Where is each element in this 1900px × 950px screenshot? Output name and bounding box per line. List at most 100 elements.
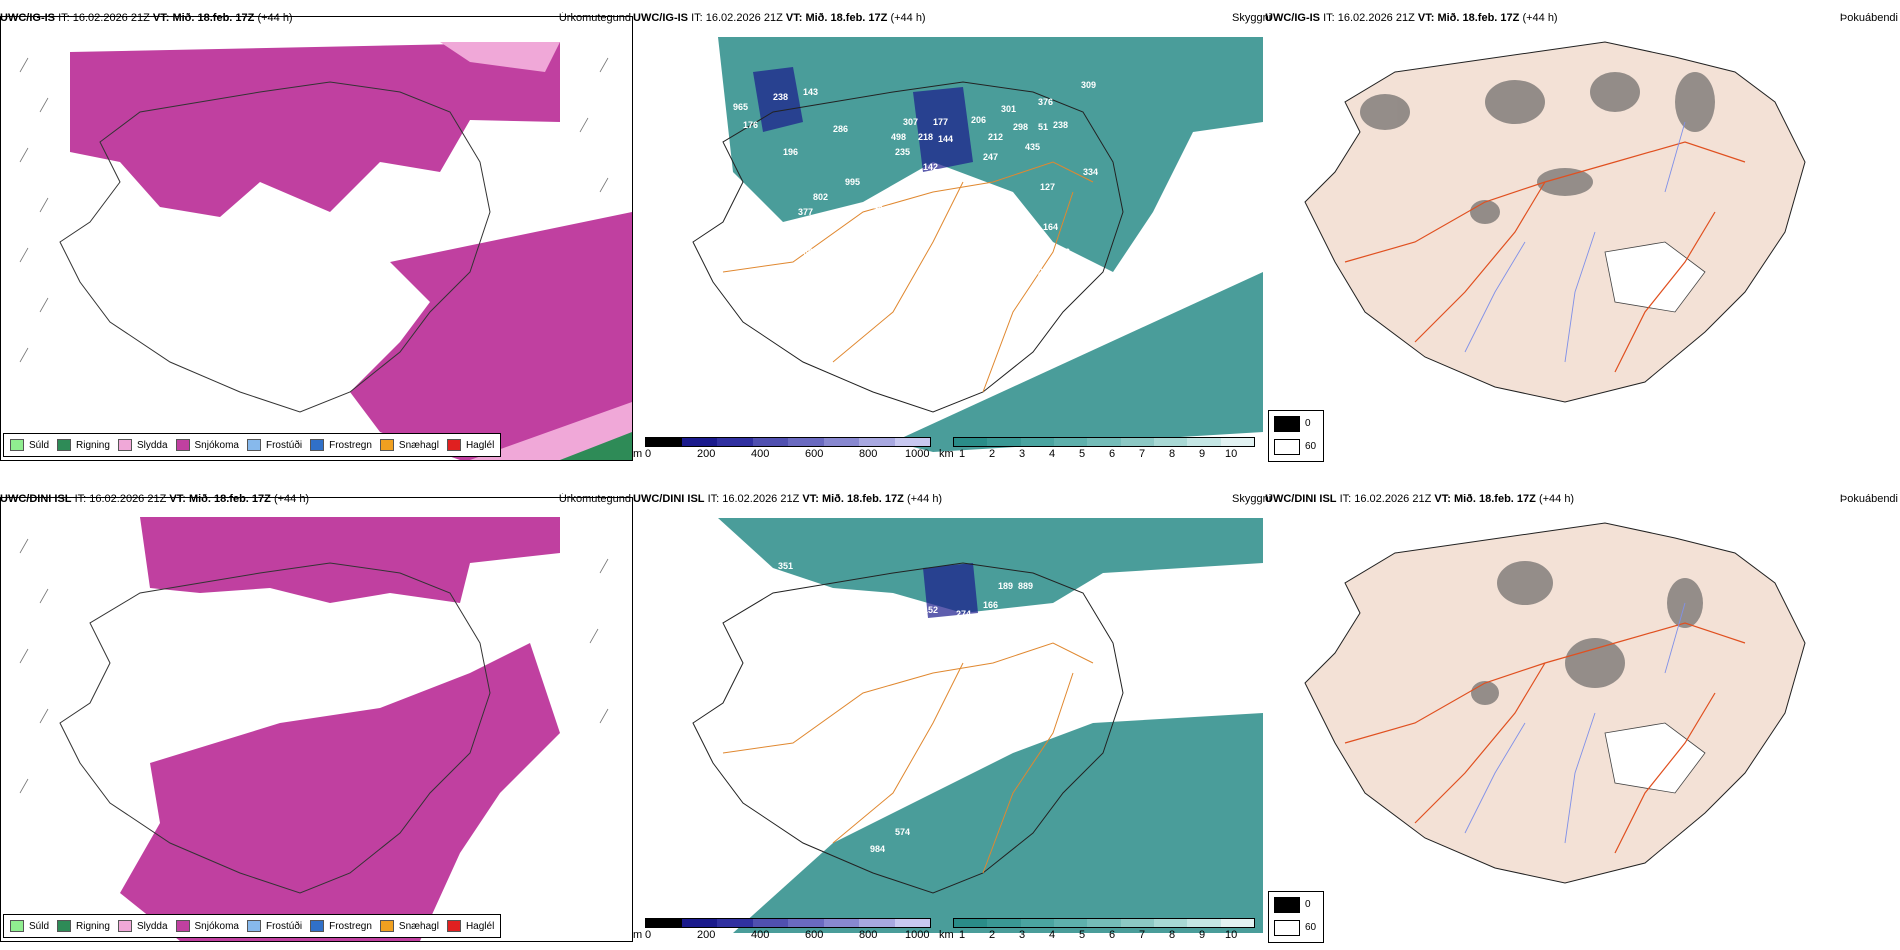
- ceiling-label: 176: [743, 120, 759, 130]
- ceiling-label: 32: [1033, 267, 1044, 277]
- panel-header: UWC/DINI ISL IT: 16.02.2026 21Z VT: Mið.…: [1265, 493, 1575, 505]
- legend-item: Snjókoma: [175, 439, 239, 451]
- ceiling-label: 889: [1018, 581, 1034, 591]
- ceiling-label: 235: [895, 147, 911, 157]
- legend-swatch: [57, 920, 72, 932]
- ceiling-label: 376: [1038, 97, 1054, 107]
- panel-title: Úrkomutegund: [558, 12, 631, 24]
- precip-type-panel-row2: UWC/DINI ISL IT: 16.02.2026 21Z VT: Mið.…: [0, 493, 633, 943]
- fog-indicator-panel-row2: UWC/DINI ISL IT: 16.02.2026 21Z VT: Mið.…: [1265, 493, 1900, 933]
- precip-type-map: [0, 497, 633, 942]
- fog-legend: 0 60: [1268, 891, 1324, 943]
- legend-swatch: [310, 920, 325, 932]
- ceiling-label: 400: [1003, 257, 1019, 267]
- ceiling-label: 984: [870, 844, 886, 854]
- precip-type-panel-row1: UWC/IG-IS IT: 16.02.2026 21Z VT: Mið. 18…: [0, 12, 633, 462]
- ceiling-label: 143: [803, 87, 819, 97]
- fog-indicator-map: [1304, 522, 1806, 884]
- legend-item: Haglél: [446, 920, 494, 932]
- ceiling-colorbar: m 0 200 400 600 800 1000: [633, 437, 933, 460]
- panel-header: UWC/IG-IS IT: 16.02.2026 21Z VT: Mið. 18…: [0, 12, 293, 24]
- ceiling-label: 574: [895, 827, 911, 837]
- ceiling-label: 218: [918, 132, 934, 142]
- legend-swatch: [175, 920, 190, 932]
- ceiling-label: 170: [908, 247, 924, 257]
- ceiling-label: 247: [983, 152, 999, 162]
- ceiling-label: 129: [985, 621, 1001, 631]
- fog-legend: 0 60: [1268, 410, 1324, 462]
- legend-swatch: [57, 439, 72, 451]
- ceiling-label: 965: [733, 102, 749, 112]
- legend-swatch: [246, 439, 261, 451]
- ceiling-label: 769: [886, 612, 902, 622]
- ceiling-label: 196: [783, 147, 799, 157]
- panel-title: Þokuábendi: [1839, 12, 1898, 24]
- legend-item: Rigning: [57, 920, 110, 932]
- ceiling-label: 376: [879, 626, 895, 636]
- ceiling-label: 109: [928, 175, 944, 185]
- ceiling-label: 498: [891, 132, 907, 142]
- legend-item: Frostregn: [310, 920, 372, 932]
- panel-title: Þokuábendi: [1839, 493, 1898, 505]
- ceiling-label: 127: [848, 262, 864, 272]
- ceiling-label: 802: [813, 192, 829, 202]
- legend-swatch: [10, 439, 24, 451]
- legend-swatch: [10, 920, 24, 932]
- legend-item: Súld: [10, 439, 49, 451]
- ceiling-label: 302: [1061, 272, 1077, 282]
- legend-item: Snæhagl: [379, 920, 439, 932]
- fog-indicator-panel-row1: UWC/IG-IS IT: 16.02.2026 21Z VT: Mið. 18…: [1265, 12, 1900, 452]
- legend-swatch: [446, 439, 461, 451]
- ceiling-label: 116: [878, 277, 893, 287]
- precip-legend: Súld Rigning Slydda Snjókoma Frostúði Fr…: [3, 433, 502, 457]
- ceiling-label: 238: [773, 92, 789, 102]
- legend-item: Frostregn: [310, 439, 372, 451]
- cloud-visibility-map: [692, 518, 1263, 933]
- cloud-visibility-panel-row2: UWC/DINI ISL IT: 16.02.2026 21Z VT: Mið.…: [633, 493, 1263, 943]
- ceiling-label: 212: [988, 132, 1004, 142]
- ceiling-label: 152: [923, 605, 939, 615]
- visibility-colorbar: km 1 2 3 4 5 6 7 8 9 10: [939, 437, 1259, 460]
- ceiling-label: 802: [1093, 593, 1109, 603]
- ceiling-label: 351: [778, 561, 794, 571]
- precip-type-map: [0, 16, 633, 461]
- ceiling-label: 435: [1025, 142, 1041, 152]
- ceiling-label: 166: [983, 600, 999, 610]
- panel-title: Úrkomutegund: [558, 493, 631, 505]
- ceiling-label: 48: [873, 202, 884, 212]
- ceiling-label: 286: [833, 124, 849, 134]
- legend-item: Frostúði: [246, 439, 302, 451]
- panel-header: UWC/DINI ISL IT: 16.02.2026 21Z VT: Mið.…: [633, 493, 943, 505]
- legend-swatch: [379, 439, 394, 451]
- panel-header: UWC/IG-IS IT: 16.02.2026 21Z VT: Mið. 18…: [633, 12, 926, 24]
- cloud-visibility-panel-row1: UWC/IG-IS IT: 16.02.2026 21Z VT: Mið. 18…: [633, 12, 1263, 462]
- ceiling-label: 301: [1001, 104, 1017, 114]
- legend-swatch: [117, 439, 132, 451]
- legend-item: Frostúði: [246, 920, 302, 932]
- ceiling-label: 824: [1018, 606, 1034, 616]
- ceiling-label: 264: [1049, 352, 1065, 362]
- ceiling-label: 164: [1043, 222, 1059, 232]
- legend-item: Slydda: [117, 439, 168, 451]
- ceiling-label: 151: [943, 252, 959, 262]
- ceiling-label: 142: [923, 162, 939, 172]
- ceiling-label: 309: [1081, 80, 1097, 90]
- visibility-colorbar: km 1 2 3 4 5 6 7 8 9 10: [939, 918, 1259, 941]
- ceiling-label: 368: [863, 250, 879, 260]
- panel-title: Skyggni: [1232, 493, 1272, 505]
- panel-title: Skyggni: [1232, 12, 1272, 24]
- panel-header: UWC/DINI ISL IT: 16.02.2026 21Z VT: Mið.…: [0, 493, 310, 505]
- legend-swatch: [379, 920, 394, 932]
- legend-item: Snæhagl: [379, 439, 439, 451]
- ceiling-label: 438: [891, 222, 907, 232]
- ceiling-label: 334: [1083, 167, 1099, 177]
- legend-swatch: [117, 920, 132, 932]
- ceiling-label: 274: [956, 609, 972, 619]
- panel-header: UWC/IG-IS IT: 16.02.2026 21Z VT: Mið. 18…: [1265, 12, 1558, 24]
- ceiling-label: 566: [1055, 247, 1071, 257]
- ceiling-label: 238: [1053, 120, 1069, 130]
- ceiling-label: 995: [845, 177, 861, 187]
- ceiling-colorbar: m 0 200 400 600 800 1000: [633, 918, 933, 941]
- ceiling-label: 298: [1013, 122, 1029, 132]
- ceiling-label: 663: [803, 247, 819, 257]
